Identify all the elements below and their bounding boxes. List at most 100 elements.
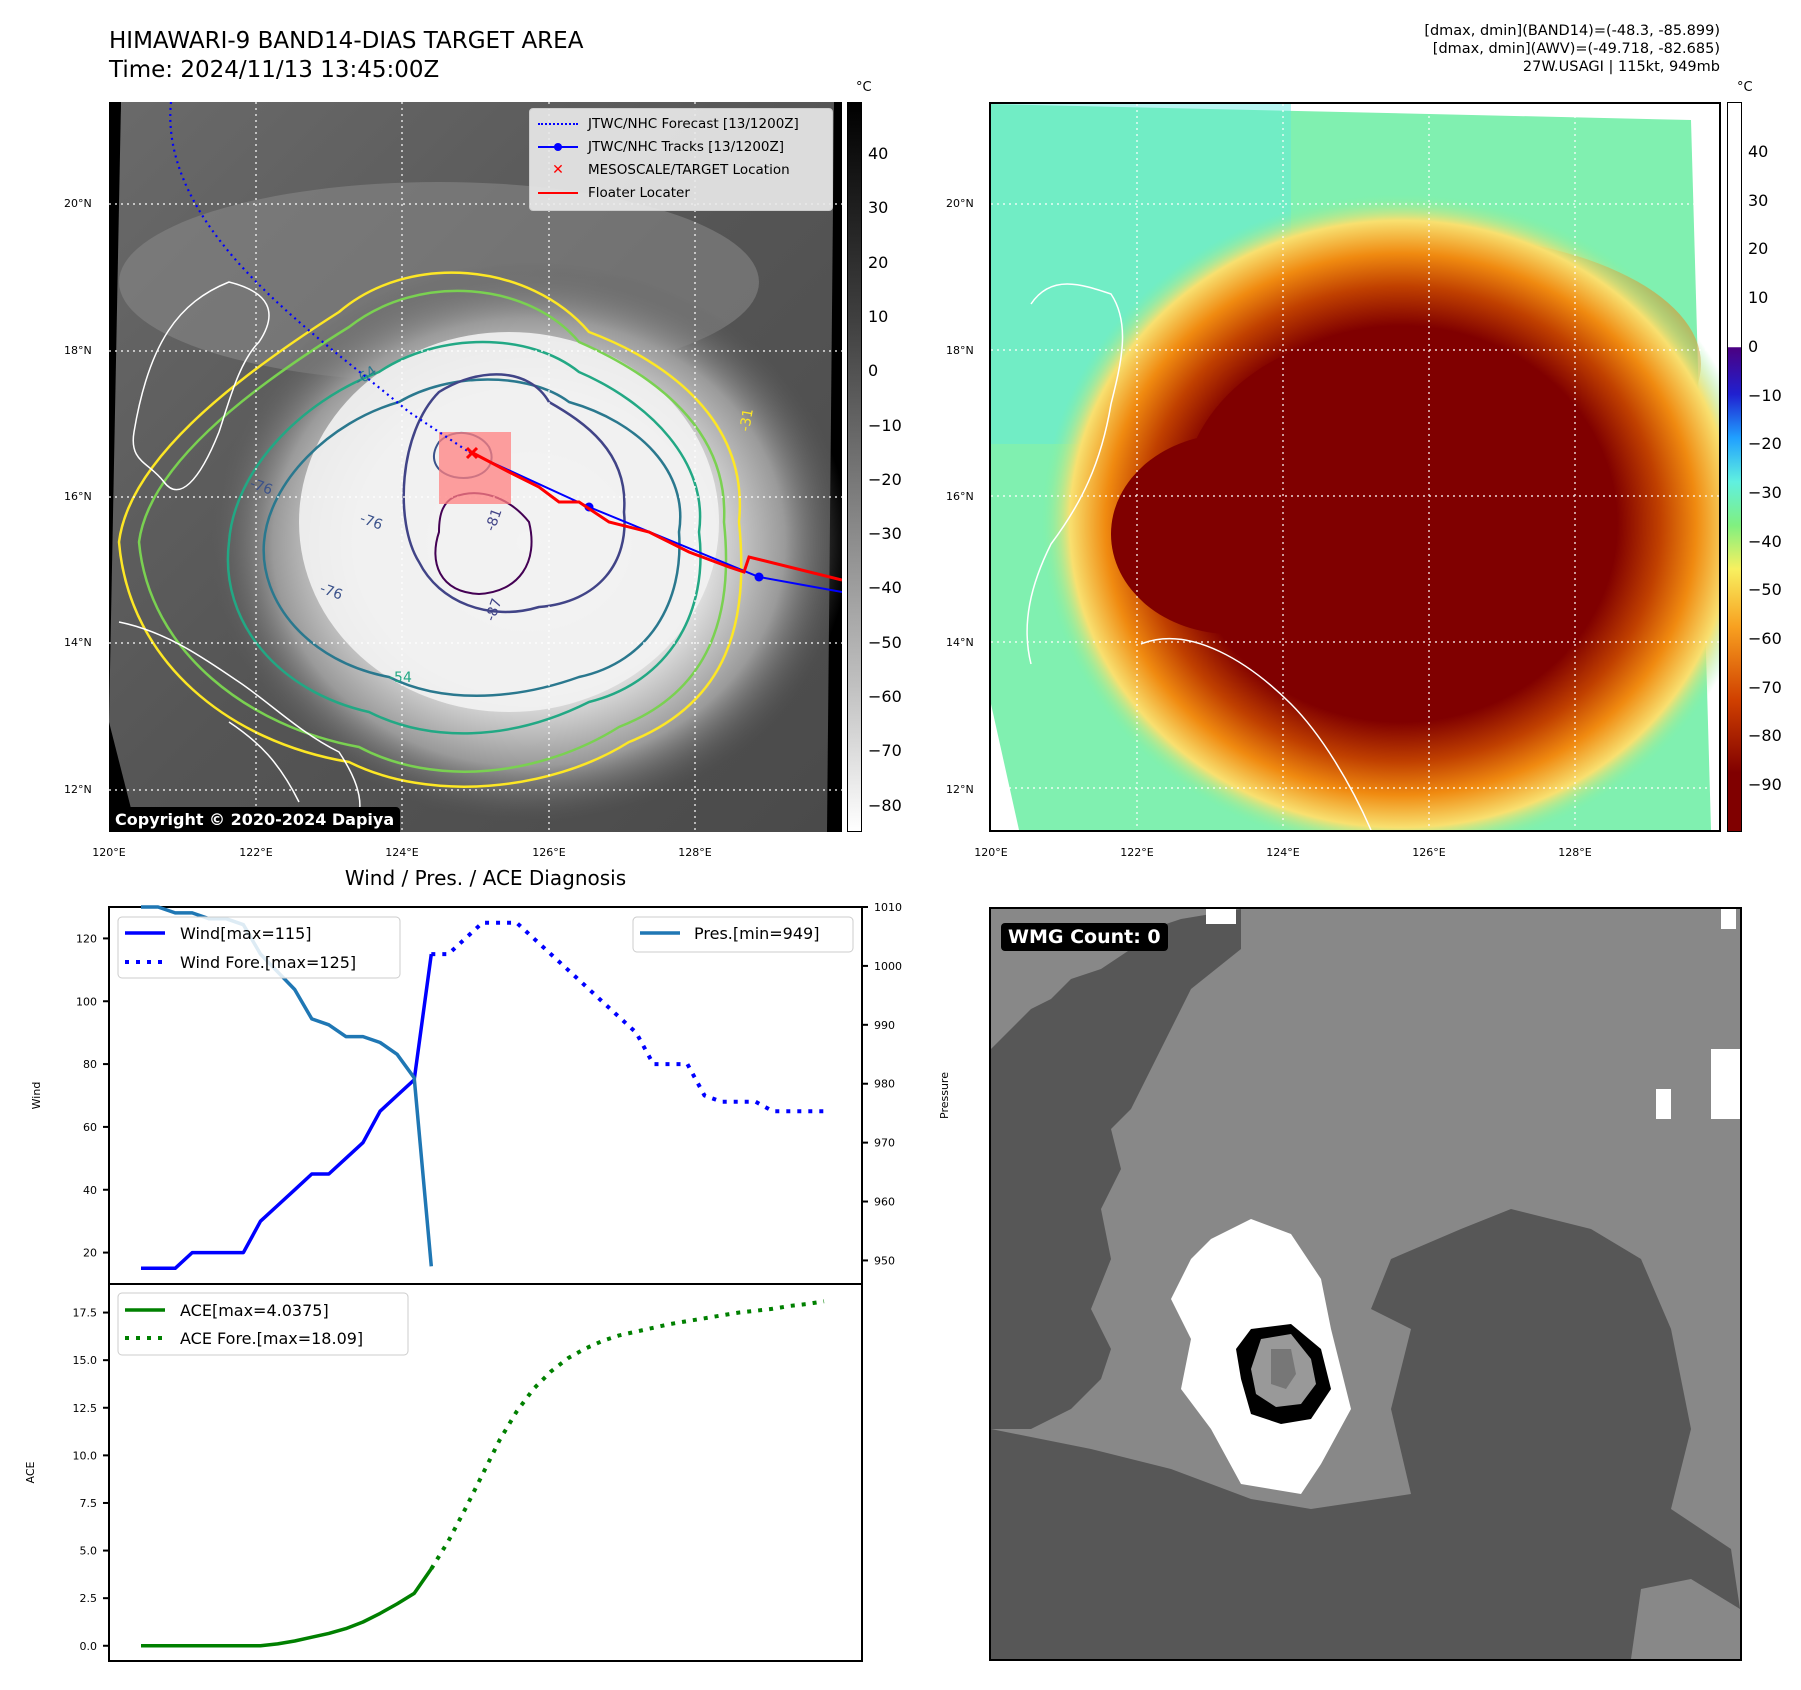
copyright-label: Copyright © 2020-2024 Dapiya bbox=[109, 807, 401, 832]
band14-map-image: -31 -54 -64 -76 -76 -76 -81 -87 bbox=[109, 102, 842, 832]
observed-track-line bbox=[468, 451, 842, 593]
colorbar-tick-label: −50 bbox=[868, 632, 902, 652]
forecast-track-line bbox=[169, 102, 470, 453]
pressure-y-tick-label: 970 bbox=[874, 1137, 895, 1150]
colorbar-tick-label: 20 bbox=[868, 252, 889, 272]
contour-minus64 bbox=[226, 340, 702, 735]
contour-minus54 bbox=[137, 289, 728, 773]
ace-y-tick-label: 10.0 bbox=[73, 1449, 98, 1462]
floater-locater-line bbox=[470, 450, 842, 582]
awv-range: [dmax, dmin](AWV)=(-49.718, -82.685) bbox=[1432, 41, 1720, 57]
lon-tick: 122°E bbox=[1120, 846, 1154, 859]
lon-tick: 128°E bbox=[1558, 846, 1592, 859]
colorbar-tick-label: −30 bbox=[1748, 482, 1782, 502]
contour-label: -87 bbox=[483, 596, 506, 623]
lat-tick: 20°N bbox=[64, 197, 92, 210]
colorbar-awv bbox=[1727, 102, 1742, 832]
colorbar-tick-label: −40 bbox=[1748, 531, 1782, 551]
colorbar-tick-label: −60 bbox=[1748, 629, 1782, 648]
colorbar-grayscale bbox=[847, 102, 862, 832]
colorbar-tick-label: −30 bbox=[868, 524, 902, 544]
line-marker-icon bbox=[538, 141, 578, 153]
pressure-y-tick-label: 950 bbox=[874, 1254, 895, 1267]
wind-pres-ace-charts: 20 40 60 80 100 120 950 960 970 980 990 1000 1010 Win… bbox=[24, 901, 951, 1662]
wmg-region-dark bbox=[991, 1209, 1740, 1659]
ace-legend-label: ACE[max=4.0375] bbox=[180, 1301, 329, 1320]
legend-item-floater: Floater Locater bbox=[530, 181, 832, 204]
lon-tick: 124°E bbox=[385, 846, 419, 859]
colorbar-tick-label: 30 bbox=[1748, 190, 1769, 210]
colorbar-tick-label: −90 bbox=[1748, 775, 1782, 795]
wind-legend-box bbox=[117, 916, 401, 979]
pressure-y-tick-label: 1000 bbox=[874, 960, 902, 973]
diagnosis-title: Wind / Pres. / ACE Diagnosis bbox=[344, 866, 627, 890]
lon-tick: 122°E bbox=[239, 846, 273, 859]
contour-label: -81 bbox=[483, 506, 506, 533]
left-panel-title: HIMAWARI-9 BAND14-DIAS TARGET AREA Time:… bbox=[109, 27, 583, 85]
mesoscale-target-x-marker[interactable] bbox=[465, 446, 479, 460]
lat-tick: 12°N bbox=[64, 783, 92, 796]
colorbar2-unit: °C bbox=[1737, 80, 1753, 95]
lat-tick: 18°N bbox=[64, 344, 92, 357]
band14-map[interactable]: -31 -54 -64 -76 -76 -76 -81 -87 bbox=[109, 102, 842, 832]
x-marker-icon: ✕ bbox=[552, 161, 564, 178]
colorbar-tick-label: 20 bbox=[1748, 239, 1769, 259]
title-line-2: Time: 2024/11/13 13:45:00Z bbox=[109, 57, 440, 83]
coastline bbox=[1026, 283, 1124, 665]
lon-tick: 124°E bbox=[1266, 846, 1300, 859]
wmg-panel[interactable]: WMG Count: 0 bbox=[989, 907, 1742, 1661]
pressure-y-tick-label: 1010 bbox=[874, 901, 902, 914]
wind-forecast-legend-label: Wind Fore.[max=125] bbox=[180, 953, 356, 972]
pressure-y-tick-label: 960 bbox=[874, 1196, 895, 1209]
wmg-region-dark bbox=[991, 909, 1241, 1429]
colorbar-tick-label: −40 bbox=[868, 578, 902, 598]
wind-y-tick-label: 60 bbox=[83, 1121, 97, 1134]
contour-minus76 bbox=[262, 378, 682, 697]
colorbar-tick-label: −80 bbox=[1748, 726, 1782, 746]
contour-label: -76 bbox=[318, 581, 345, 604]
ace-y-tick-label: 0.0 bbox=[80, 1640, 98, 1653]
ace-forecast-legend-label: ACE Fore.[max=18.09] bbox=[180, 1329, 363, 1348]
lat-tick: 14°N bbox=[946, 636, 974, 649]
wmg-count-label: WMG Count: 0 bbox=[1001, 923, 1168, 951]
colorbar-tick-label: −20 bbox=[868, 469, 902, 489]
legend-item-target: ✕ MESOSCALE/TARGET Location bbox=[530, 158, 832, 181]
storm-id-intensity: 27W.USAGI | 115kt, 949mb bbox=[1522, 59, 1720, 75]
storm-info: [dmax, dmin](BAND14)=(-48.3, -85.899) [d… bbox=[1424, 22, 1720, 76]
legend-item-tracks: JTWC/NHC Tracks [13/1200Z] bbox=[530, 135, 832, 158]
colorbar-tick-label: −80 bbox=[868, 795, 902, 815]
coastline-luzon bbox=[132, 281, 270, 491]
colorbar-tick-label: −50 bbox=[1748, 580, 1782, 600]
colorbar1-unit: °C bbox=[856, 80, 872, 95]
title-line-1: HIMAWARI-9 BAND14-DIAS TARGET AREA bbox=[109, 28, 584, 54]
wind-y-tick-label: 80 bbox=[83, 1058, 97, 1071]
pressure-legend-box bbox=[632, 916, 854, 953]
wmg-image bbox=[991, 909, 1740, 1659]
awv-map-image bbox=[991, 104, 1719, 830]
track-point[interactable] bbox=[754, 572, 764, 582]
colorbar-tick-label: 0 bbox=[868, 361, 879, 381]
ace-y-tick-label: 5.0 bbox=[80, 1545, 98, 1558]
colorbar-tick-label: 10 bbox=[868, 306, 889, 326]
lat-tick: 18°N bbox=[946, 344, 974, 357]
awv-map[interactable] bbox=[989, 102, 1721, 832]
pressure-series-line bbox=[141, 905, 434, 1267]
band14-range: [dmax, dmin](BAND14)=(-48.3, -85.899) bbox=[1424, 23, 1720, 39]
contour-minus31 bbox=[117, 271, 743, 788]
colorbar-tick-label: −20 bbox=[1748, 434, 1782, 454]
solid-line-icon bbox=[538, 187, 578, 199]
lon-tick: 128°E bbox=[678, 846, 712, 859]
pressure-y-tick-label: 980 bbox=[874, 1078, 895, 1091]
map-gridlines bbox=[991, 104, 1719, 830]
lat-tick: 12°N bbox=[946, 783, 974, 796]
colorbar-tick-label: 40 bbox=[868, 144, 889, 163]
lat-tick: 14°N bbox=[64, 636, 92, 649]
colorbar-tick-label: −10 bbox=[1748, 385, 1782, 405]
legend-item-forecast: JTWC/NHC Forecast [13/1200Z] bbox=[530, 112, 832, 135]
colorbar-tick-label: 30 bbox=[868, 198, 889, 218]
ace-y-tick-label: 7.5 bbox=[80, 1497, 98, 1510]
lat-tick: 16°N bbox=[64, 490, 92, 503]
wind-legend bbox=[117, 916, 401, 979]
colorbar-tick-label: −60 bbox=[868, 687, 902, 706]
wind-legend-label: Wind[max=115] bbox=[180, 924, 312, 943]
